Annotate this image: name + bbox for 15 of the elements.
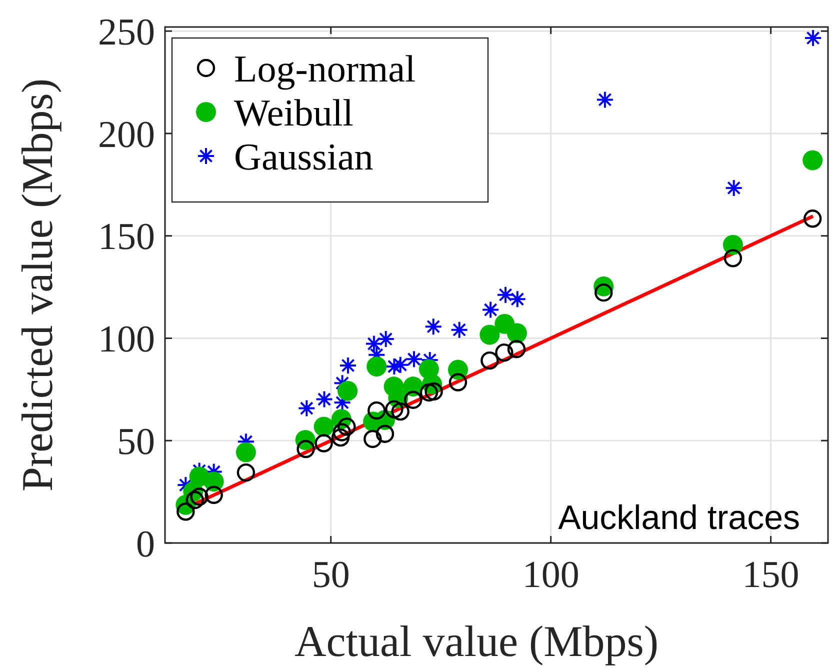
x-tick-label: 100 [522, 554, 580, 596]
annotation: Auckland traces [558, 499, 800, 537]
y-tick-label: 200 [98, 114, 155, 156]
y-tick-label: 150 [98, 216, 155, 258]
y-tick-label: 250 [98, 11, 155, 54]
x-tick-label: 50 [312, 554, 350, 596]
x-axis-title: Actual value (Mbps) [294, 617, 659, 666]
x-tick-label: 150 [742, 554, 800, 596]
y-tick-label: 0 [136, 523, 155, 566]
legend-label: Log-normal [234, 48, 416, 90]
y-tick-label: 50 [117, 420, 155, 463]
legend-label: Weibull [234, 92, 354, 134]
y-axis-title: Predicted value (Mbps) [13, 78, 62, 492]
legend-label: Gaussian [234, 136, 374, 178]
y-tick-label: 100 [98, 318, 155, 361]
